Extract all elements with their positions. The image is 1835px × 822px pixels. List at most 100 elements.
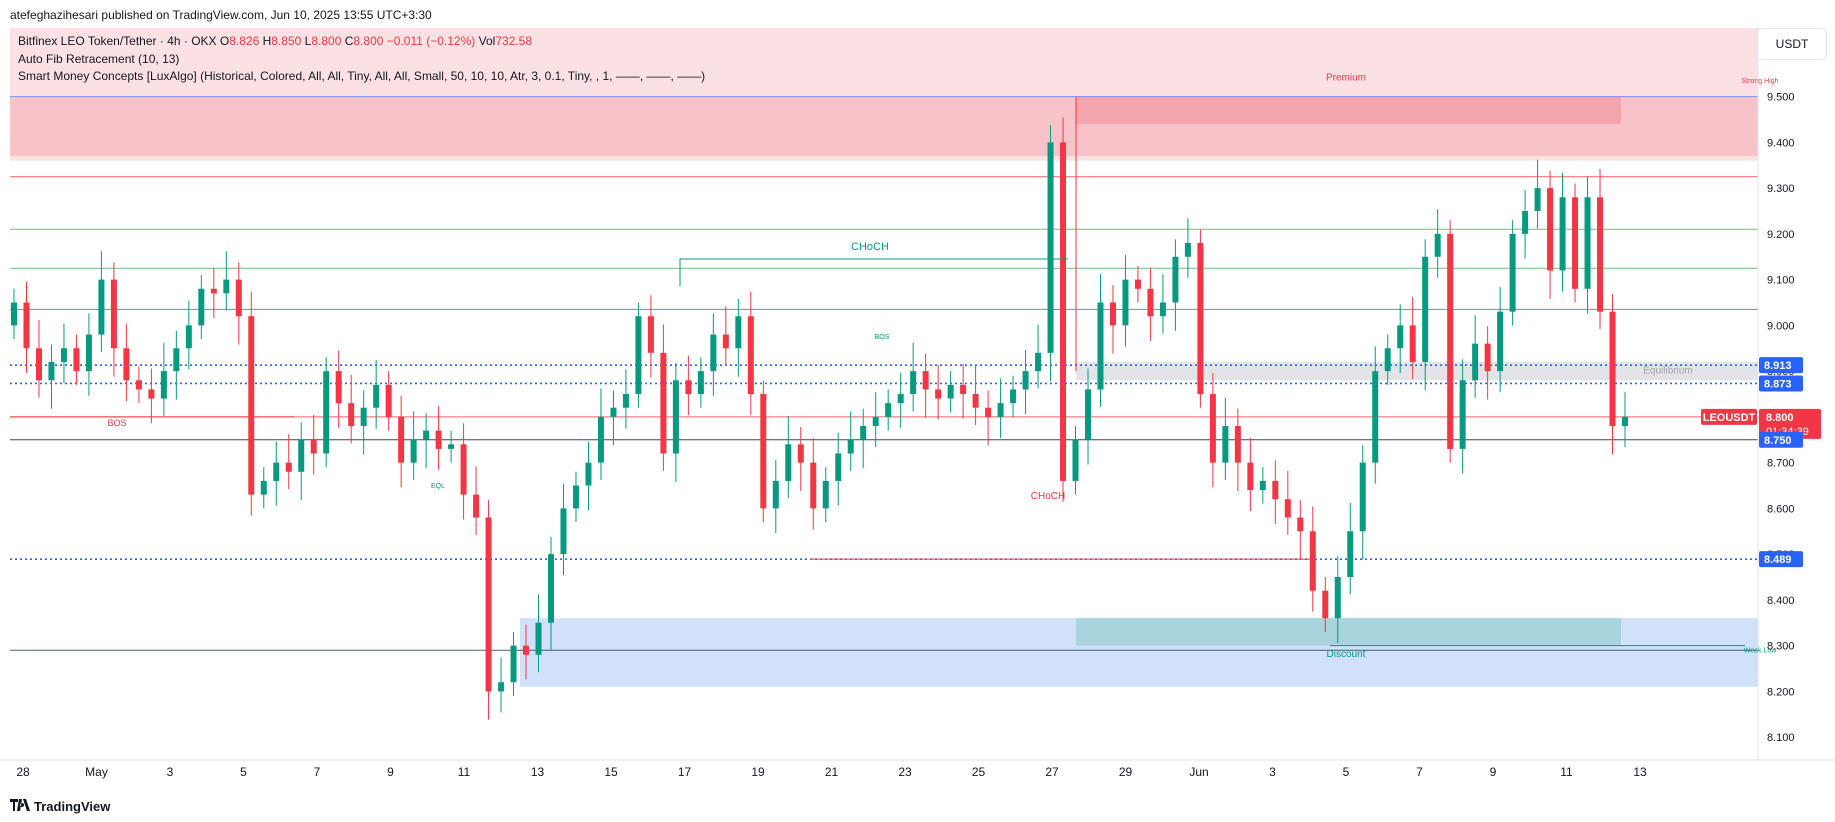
candle (760, 394, 767, 509)
candle (847, 439, 854, 454)
candle (622, 394, 629, 408)
candle (60, 348, 67, 362)
chart-annotation-label: Discount (1327, 649, 1366, 660)
candle (672, 380, 679, 454)
candle (585, 462, 592, 486)
chart-annotation-label: BOS (107, 418, 126, 428)
candle (972, 394, 979, 408)
candle (23, 302, 30, 349)
y-tick-label: 8.100 (1767, 732, 1795, 744)
candle (1072, 439, 1079, 481)
candle (885, 403, 892, 417)
candle (1609, 311, 1616, 427)
candle (1272, 480, 1279, 500)
candle (1147, 288, 1154, 317)
close-value: 8.800 (353, 34, 384, 48)
x-tick-label: 7 (314, 765, 321, 779)
x-tick-label: Jun (1189, 765, 1208, 779)
price-tag-bg (1759, 431, 1803, 448)
last-price-tag-bg (1759, 408, 1821, 439)
candle (310, 439, 317, 454)
tradingview-icon (10, 799, 30, 814)
candle (260, 480, 267, 495)
candle (385, 384, 392, 417)
candle (448, 444, 455, 449)
chart-annotation-label: CHoCH (851, 241, 889, 253)
candle (1222, 426, 1229, 463)
candle (1484, 343, 1491, 372)
candle (1572, 197, 1579, 289)
candle (1384, 348, 1391, 372)
candle (1622, 416, 1628, 427)
candle (1022, 371, 1029, 390)
candle (822, 480, 829, 509)
candle (1184, 243, 1191, 257)
chart-annotation-label: Premium (1326, 73, 1366, 84)
candle (1434, 233, 1441, 257)
x-tick-label: 23 (898, 765, 912, 779)
order-block-bearish (1076, 96, 1621, 125)
candle (1047, 142, 1054, 353)
y-tick-label: 8.600 (1767, 503, 1795, 515)
low-value: 8.800 (311, 34, 342, 48)
candle (1447, 233, 1454, 449)
candle (735, 316, 742, 349)
y-tick-label: 9.000 (1767, 320, 1795, 332)
candle (1247, 462, 1254, 491)
candle (498, 682, 505, 692)
symbol-price-tag: LEOUSDT (1703, 412, 1756, 424)
currency-selector[interactable]: USDT (1757, 28, 1827, 60)
x-tick-label: 15 (604, 765, 618, 779)
indicator-smc[interactable]: Smart Money Concepts [LuxAlgo] (Historic… (18, 69, 706, 83)
candle (860, 426, 867, 440)
candle (35, 348, 42, 381)
candle (1347, 531, 1354, 577)
supply-block (10, 96, 1758, 157)
price-tag: 8.913 (1764, 360, 1792, 372)
candle (1122, 279, 1129, 326)
candle (1109, 302, 1116, 326)
x-tick-label: 9 (387, 765, 394, 779)
candle (1060, 142, 1067, 481)
x-tick-label: 3 (1269, 765, 1276, 779)
candle (223, 279, 230, 294)
tradingview-label: TradingView (34, 799, 111, 814)
candle (772, 480, 779, 509)
candle (285, 462, 292, 472)
candle (1097, 302, 1104, 390)
candle (73, 348, 80, 372)
candle (1472, 343, 1479, 381)
candle (523, 645, 530, 655)
candle (85, 334, 92, 372)
tradingview-logo[interactable]: TradingView (10, 799, 110, 814)
candle (910, 371, 917, 394)
price-tag: 8.750 (1764, 435, 1792, 447)
candle (1297, 517, 1304, 532)
chart-annotation-label: Equilibrium (1643, 365, 1692, 376)
candle (572, 485, 579, 509)
chart-annotation-label: BOS (875, 334, 890, 341)
close-label: C (344, 34, 354, 48)
candle (897, 394, 904, 404)
candle (1372, 371, 1379, 463)
indicator-fib[interactable]: Auto Fib Retracement (10, 13) (18, 52, 180, 66)
y-tick-label: 9.500 (1767, 92, 1795, 104)
candle (810, 462, 817, 509)
candle (273, 462, 280, 481)
candle (1197, 243, 1204, 394)
open-label: O (219, 34, 230, 48)
candle (123, 348, 130, 381)
candle (1334, 577, 1341, 619)
symbol-name: Bitfinex LEO Token/Tether · 4h · OKX (18, 34, 217, 48)
x-tick-label: 19 (751, 765, 765, 779)
candle (548, 554, 554, 623)
candle (173, 348, 180, 372)
candle (1322, 590, 1329, 619)
candle (1497, 311, 1504, 372)
candle (947, 384, 954, 399)
candle (323, 371, 330, 454)
x-tick-label: 13 (531, 765, 545, 779)
x-tick-label: 5 (1343, 765, 1350, 779)
y-tick-label: 8.200 (1767, 686, 1795, 698)
